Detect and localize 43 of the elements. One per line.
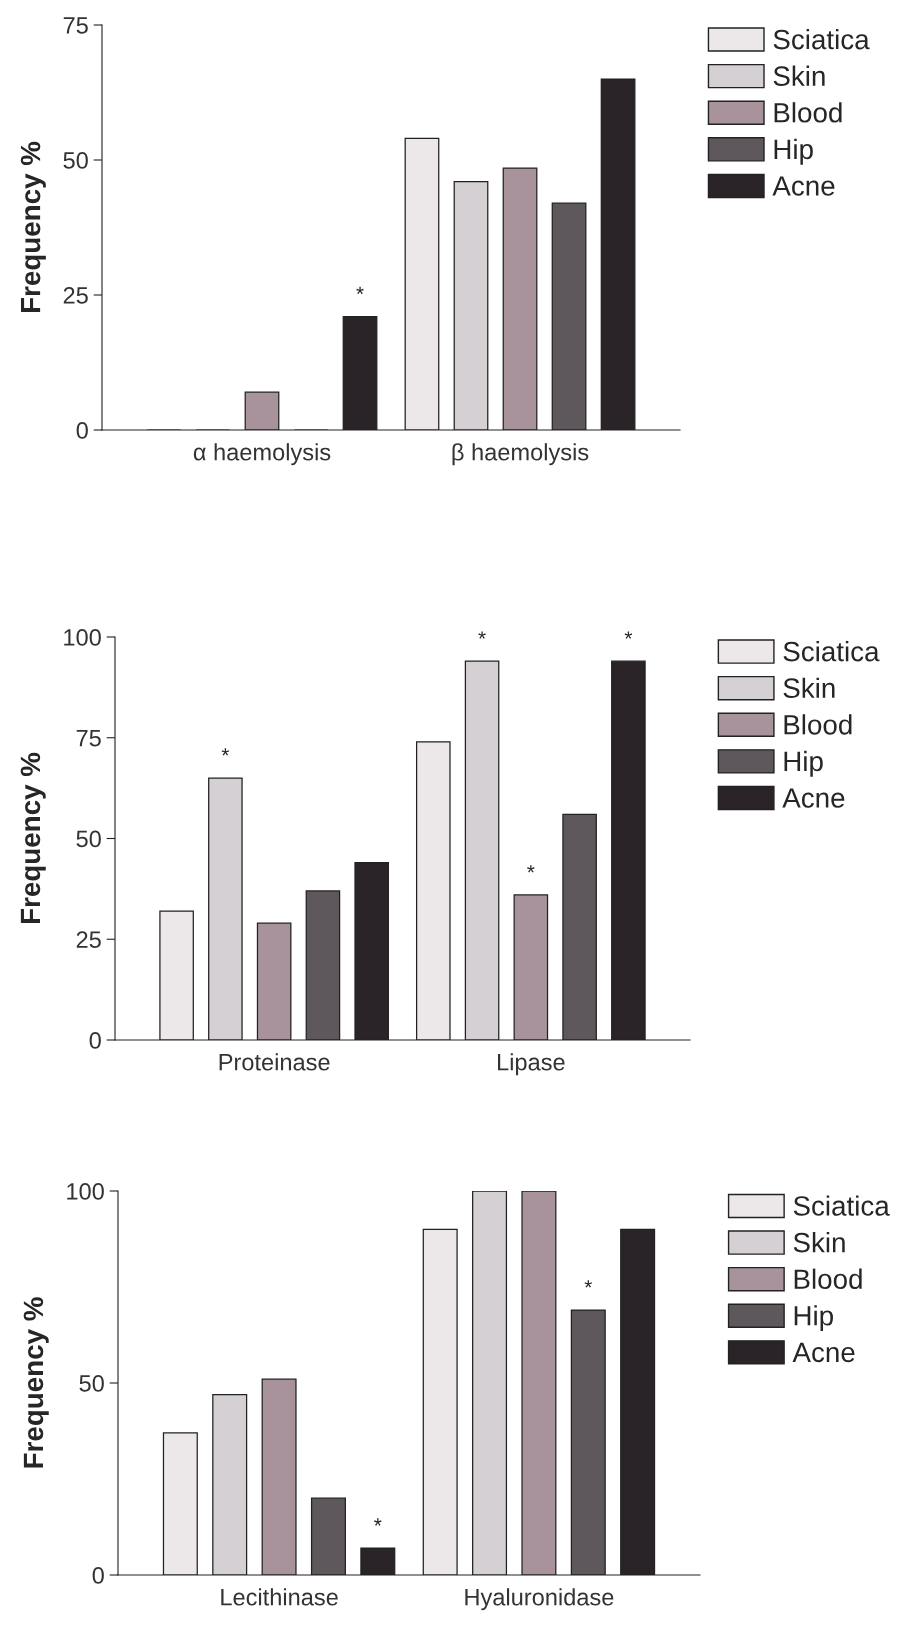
legend-label: Skin xyxy=(783,677,835,699)
legend-label: Acne xyxy=(792,1342,855,1363)
y-axis-title: Frequency % xyxy=(20,141,46,313)
data-label: * xyxy=(624,631,633,639)
legend-label: Hip xyxy=(784,750,823,777)
y-tick-label: 75 xyxy=(63,17,88,34)
y-tick-label: 25 xyxy=(63,287,88,304)
legend-label: Sciatica xyxy=(773,28,870,50)
data-label: * xyxy=(221,748,230,756)
x-tick-label: Lecithinase xyxy=(221,1588,338,1606)
data-label: * xyxy=(356,286,364,295)
x-tick-label: β haemolysis xyxy=(452,443,589,466)
legend-label: Skin xyxy=(773,65,825,86)
legend-label: Hip xyxy=(774,138,813,165)
y-tick-label: 0 xyxy=(92,1567,104,1584)
y-axis-title: Frequency % xyxy=(20,752,46,924)
legend-label: Sciatica xyxy=(783,641,880,662)
x-tick-label: α haemolysis xyxy=(193,443,331,466)
legend-label: Acne xyxy=(772,176,835,196)
x-tick-label: Lipase xyxy=(498,1053,565,1076)
legend-label: Hip xyxy=(794,1305,833,1332)
y-tick-label: 25 xyxy=(76,931,101,949)
y-tick-label: 50 xyxy=(63,152,88,169)
x-tick-label: Hyaluronidase xyxy=(465,1588,614,1611)
legend-label: Blood xyxy=(794,1268,862,1290)
legend-label: Skin xyxy=(793,1232,845,1253)
data-label: * xyxy=(374,1518,382,1526)
x-tick-label: Proteinase xyxy=(219,1053,330,1071)
y-tick-label: 50 xyxy=(76,830,101,848)
y-tick-label: 0 xyxy=(89,1032,101,1049)
y-tick-label: 100 xyxy=(64,629,101,646)
y-tick-label: 0 xyxy=(76,422,88,439)
data-label: * xyxy=(584,1280,593,1288)
y-tick-label: 50 xyxy=(79,1375,104,1392)
y-tick-label: 100 xyxy=(67,1183,104,1200)
legend-label: Acne xyxy=(782,788,845,808)
data-label: * xyxy=(527,865,535,873)
legend-label: Blood xyxy=(774,102,842,123)
y-tick-label: 75 xyxy=(76,730,101,747)
y-axis-title: Frequency % xyxy=(23,1297,49,1468)
data-label: * xyxy=(478,631,486,639)
legend-label: Sciatica xyxy=(793,1195,890,1216)
legend-label: Blood xyxy=(784,714,852,735)
